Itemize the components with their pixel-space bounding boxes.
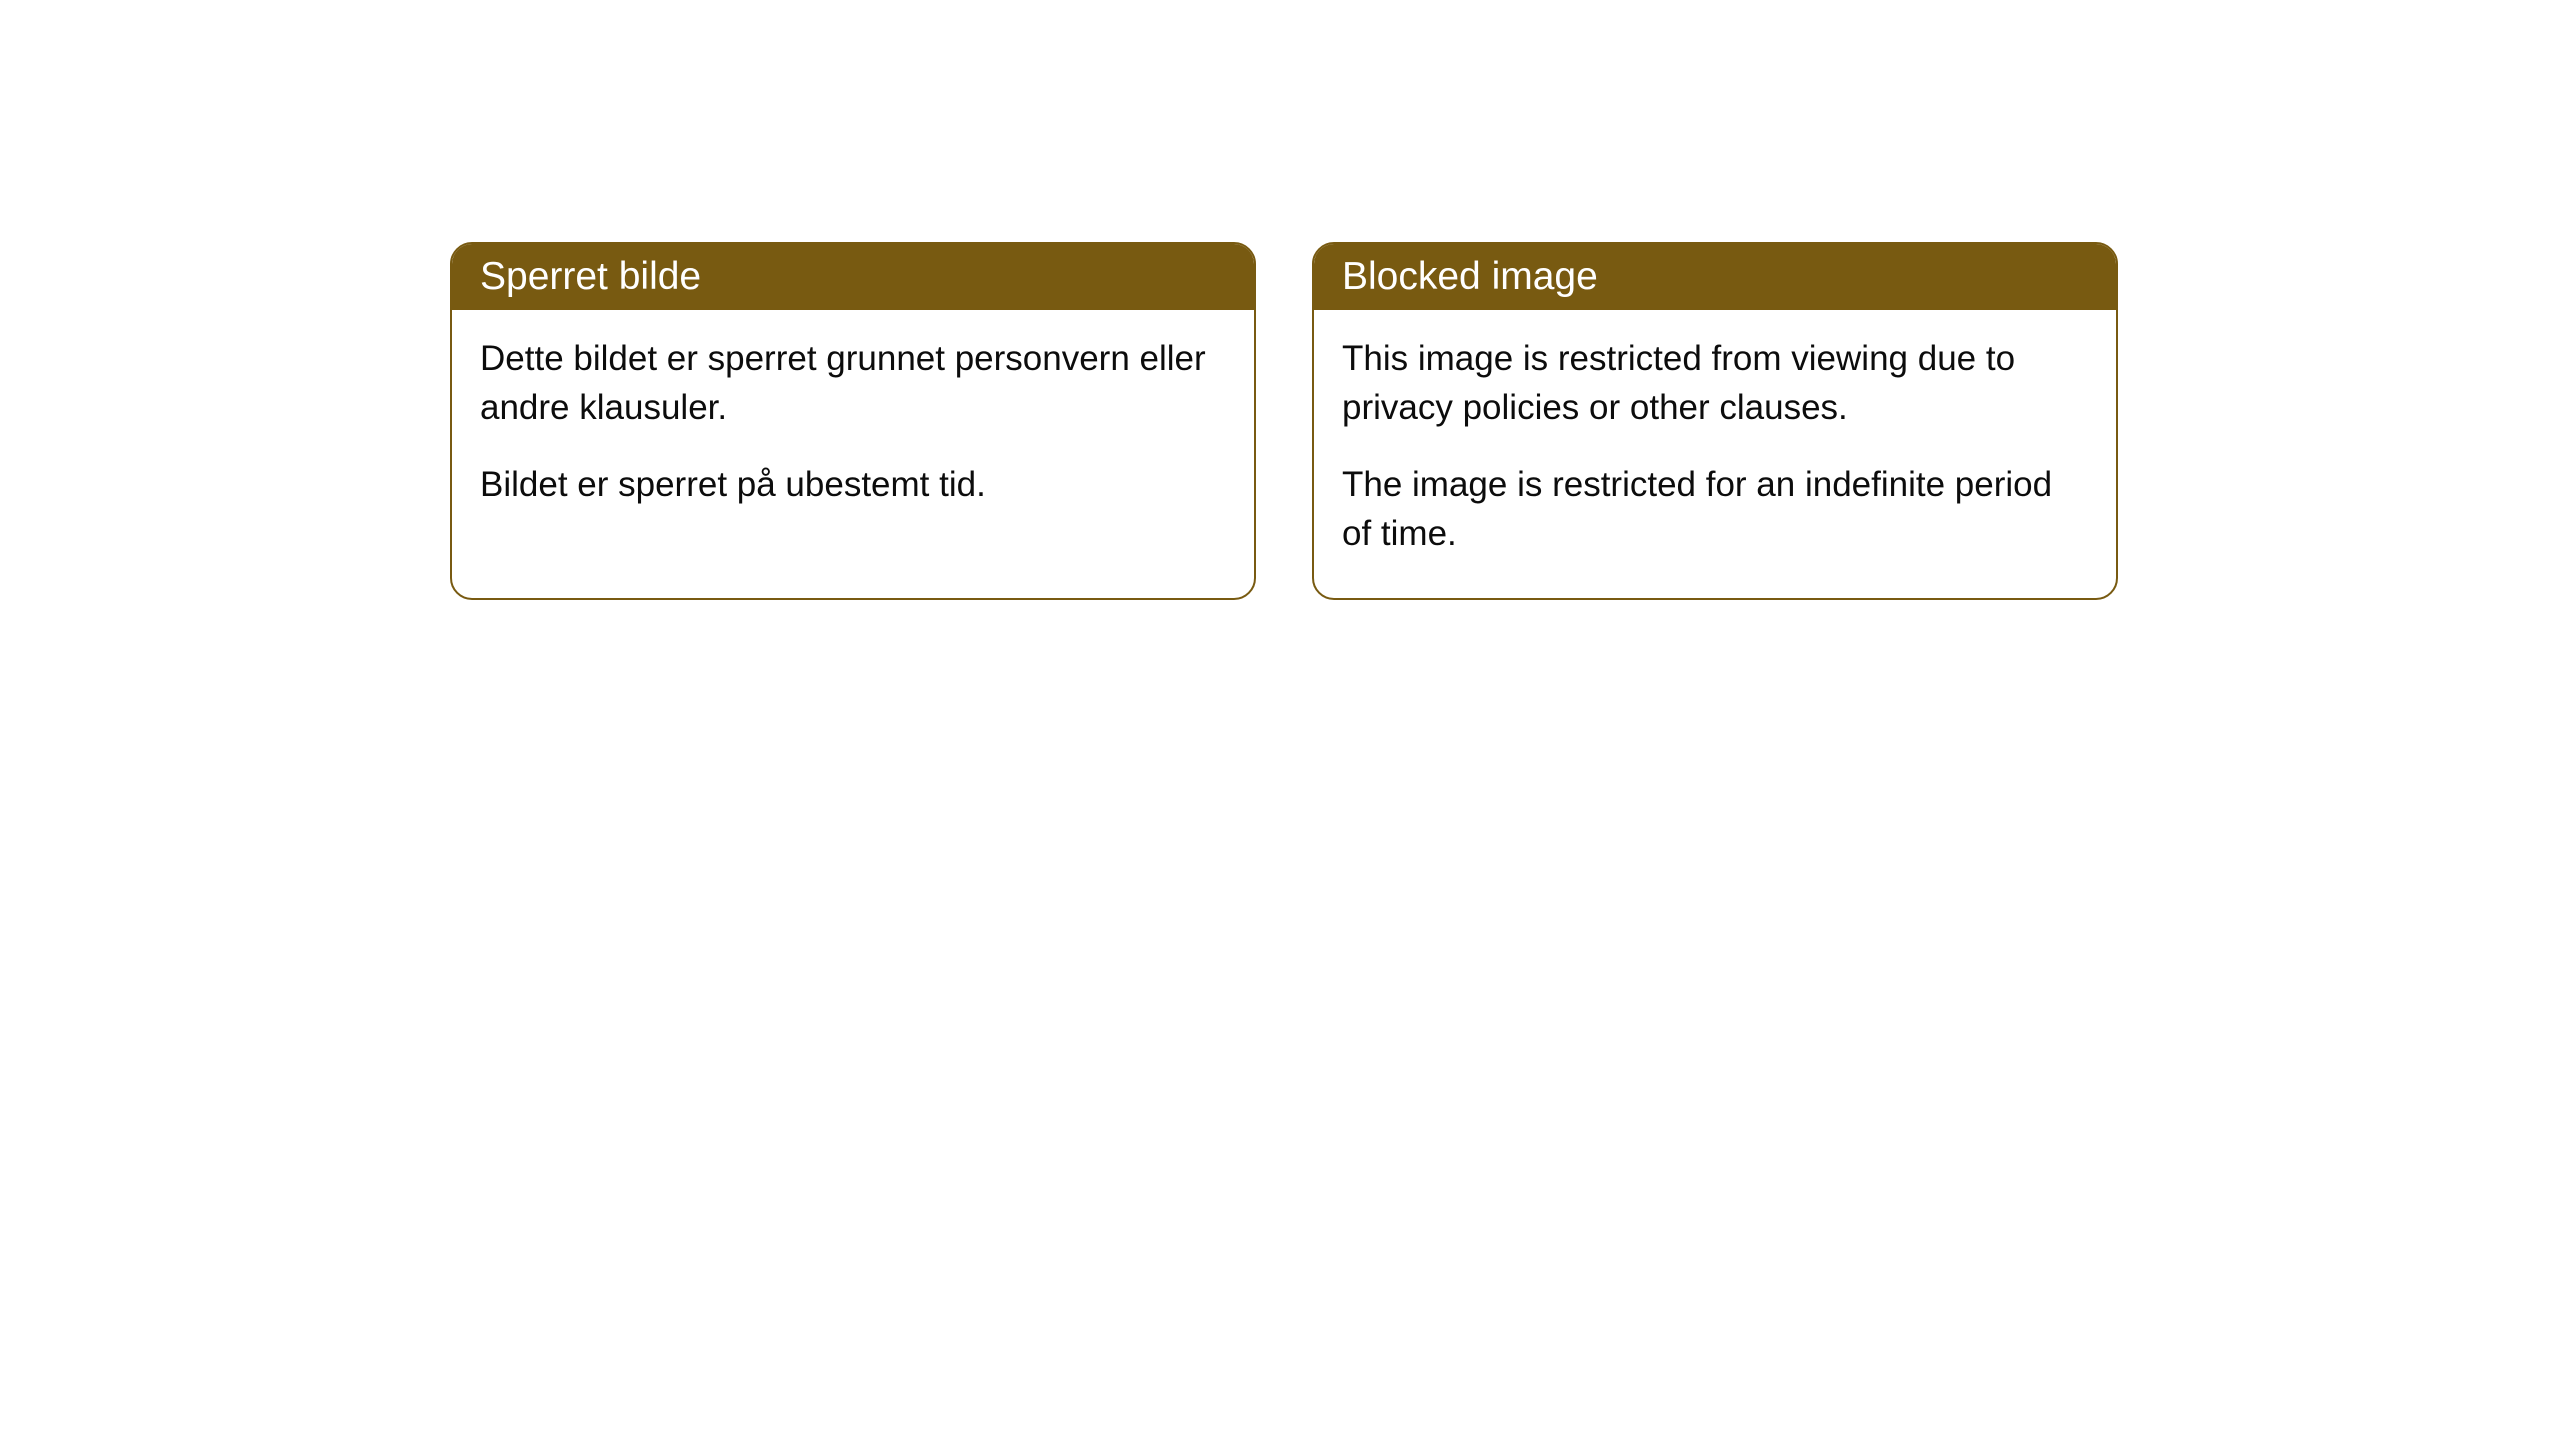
notice-card-english: Blocked image This image is restricted f… — [1312, 242, 2118, 600]
card-paragraph: Dette bildet er sperret grunnet personve… — [480, 334, 1226, 432]
card-body-english: This image is restricted from viewing du… — [1314, 310, 2116, 598]
card-header-english: Blocked image — [1314, 244, 2116, 310]
notice-container: Sperret bilde Dette bildet er sperret gr… — [0, 0, 2560, 600]
card-paragraph: This image is restricted from viewing du… — [1342, 334, 2088, 432]
card-title: Sperret bilde — [480, 255, 701, 298]
card-paragraph: The image is restricted for an indefinit… — [1342, 460, 2088, 558]
card-title: Blocked image — [1342, 255, 1598, 298]
card-header-norwegian: Sperret bilde — [452, 244, 1254, 310]
notice-card-norwegian: Sperret bilde Dette bildet er sperret gr… — [450, 242, 1256, 600]
card-paragraph: Bildet er sperret på ubestemt tid. — [480, 460, 1226, 509]
card-body-norwegian: Dette bildet er sperret grunnet personve… — [452, 310, 1254, 549]
